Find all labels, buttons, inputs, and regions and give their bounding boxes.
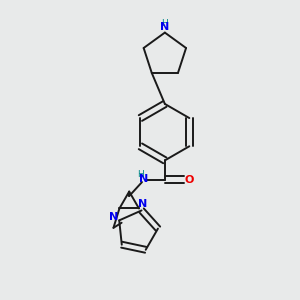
Text: N: N bbox=[160, 22, 170, 32]
Text: N: N bbox=[109, 212, 119, 222]
Text: H: H bbox=[161, 19, 168, 28]
Text: N: N bbox=[138, 199, 148, 209]
Text: H: H bbox=[137, 170, 144, 179]
Text: O: O bbox=[185, 175, 194, 185]
Text: N: N bbox=[139, 174, 148, 184]
